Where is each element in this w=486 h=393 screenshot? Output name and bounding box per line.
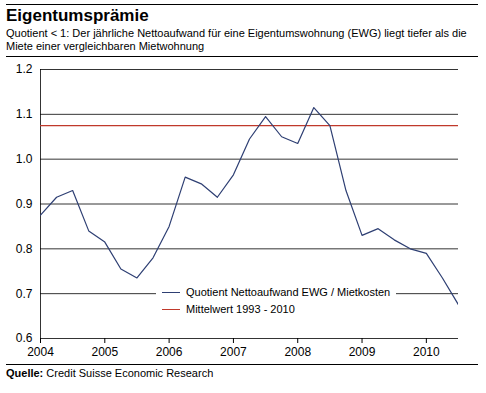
svg-text:1.0: 1.0 [16, 152, 33, 166]
svg-text:2010: 2010 [413, 345, 440, 359]
svg-text:0.7: 0.7 [16, 287, 33, 301]
html-text:Eigentumsprämie: Eigentumsprämie [6, 6, 149, 25]
svg-text:0.8: 0.8 [16, 242, 33, 256]
svg-text:0.9: 0.9 [16, 197, 33, 211]
svg-text:2009: 2009 [349, 345, 376, 359]
svg-text:2007: 2007 [220, 345, 247, 359]
svg-text:2004: 2004 [27, 345, 54, 359]
svg-text:1.2: 1.2 [16, 62, 33, 76]
svg-text:1.1: 1.1 [16, 107, 33, 121]
svg-text:2005: 2005 [91, 345, 118, 359]
html-text:Quelle: Credit Suisse Economic: Quelle: Credit Suisse Economic Research [6, 367, 214, 379]
html-text:Quotient < 1: Der jährliche Ne: Quotient < 1: Der jährliche Nettoaufwand… [6, 27, 467, 52]
html-text:Quotient Nettoaufwand EWG / Mi: Quotient Nettoaufwand EWG / Mietkosten [186, 286, 391, 298]
svg-text:2006: 2006 [156, 345, 183, 359]
svg-text:2008: 2008 [284, 345, 311, 359]
html-text:Mittelwert 1993 - 2010: Mittelwert 1993 - 2010 [186, 303, 295, 315]
svg-text:0.6: 0.6 [16, 331, 33, 345]
